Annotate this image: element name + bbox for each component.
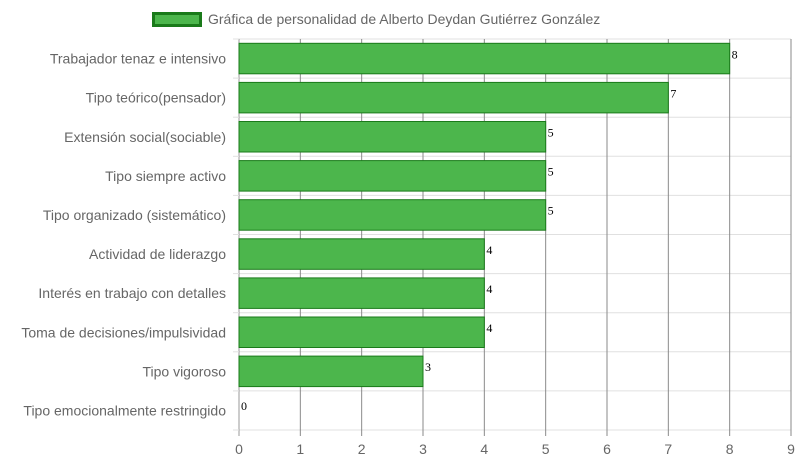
bar[interactable] bbox=[238, 355, 424, 388]
bar[interactable] bbox=[238, 277, 485, 309]
x-tick-label: 5 bbox=[542, 441, 550, 457]
bar[interactable] bbox=[238, 316, 485, 348]
bar[interactable] bbox=[238, 121, 547, 153]
bar-value-label: 5 bbox=[548, 165, 554, 179]
y-category-label: Tipo emocionalmente restringido bbox=[23, 402, 226, 418]
bar[interactable] bbox=[238, 81, 669, 114]
y-category-label: Interés en trabajo con detalles bbox=[38, 285, 226, 301]
bar-value-label: 5 bbox=[548, 126, 554, 140]
bar[interactable] bbox=[238, 42, 731, 75]
y-category-label: Actividad de liderazgo bbox=[89, 246, 226, 262]
bar-value-label: 0 bbox=[241, 399, 247, 413]
y-category-label: Tipo vigoroso bbox=[142, 363, 226, 379]
bar-value-label: 8 bbox=[732, 47, 738, 61]
bar-value-label: 5 bbox=[548, 204, 554, 218]
legend-label: Gráfica de personalidad de Alberto Deyda… bbox=[208, 11, 601, 27]
x-tick-label: 6 bbox=[603, 441, 611, 457]
x-tick-label: 8 bbox=[726, 441, 734, 457]
y-category-label: Tipo organizado (sistemático) bbox=[43, 207, 226, 223]
bar-value-label: 4 bbox=[486, 282, 492, 296]
x-tick-label: 2 bbox=[358, 441, 366, 457]
x-tick-label: 7 bbox=[664, 441, 672, 457]
x-tick-label: 4 bbox=[480, 441, 488, 457]
bar-value-label: 4 bbox=[486, 321, 492, 335]
x-tick-label: 9 bbox=[787, 441, 795, 457]
x-tick-label: 1 bbox=[296, 441, 304, 457]
y-category-label: Tipo teórico(pensador) bbox=[86, 90, 226, 106]
bar[interactable] bbox=[238, 199, 547, 231]
bar-value-label: 3 bbox=[425, 360, 431, 374]
y-category-label: Trabajador tenaz e intensivo bbox=[50, 51, 226, 67]
y-category-label: Tipo siempre activo bbox=[105, 168, 226, 184]
legend-swatch bbox=[152, 11, 202, 27]
x-tick-label: 0 bbox=[235, 441, 243, 457]
bar[interactable] bbox=[238, 160, 547, 192]
x-tick-label: 3 bbox=[419, 441, 427, 457]
bar[interactable] bbox=[238, 238, 485, 270]
y-category-label: Toma de decisiones/impulsividad bbox=[21, 324, 226, 340]
y-category-label: Extensión social(sociable) bbox=[64, 129, 226, 145]
chart-legend[interactable]: Gráfica de personalidad de Alberto Deyda… bbox=[152, 8, 600, 30]
bar-value-label: 4 bbox=[486, 243, 492, 257]
bar-value-label: 7 bbox=[670, 86, 676, 100]
